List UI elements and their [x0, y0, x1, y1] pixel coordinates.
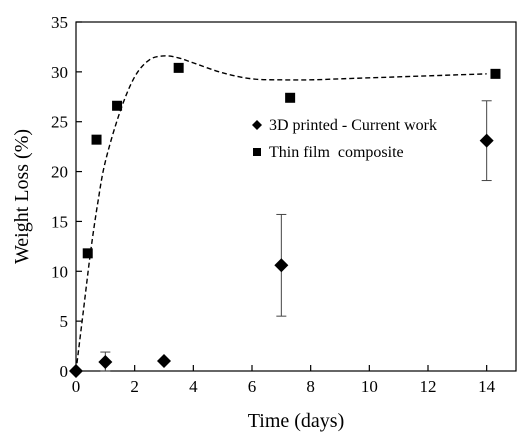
- square-point: [490, 68, 501, 79]
- legend-marker: [252, 120, 262, 130]
- x-tick-label: 14: [478, 377, 496, 396]
- axes: 0 5 10 15 20 25 30 35 0 2 4 6 8 10 12 14 Time (days) Weig…: [11, 13, 517, 432]
- y-tick-label: 35: [51, 13, 68, 32]
- marks-layer: [69, 62, 501, 378]
- trendline-layer: [75, 55, 487, 372]
- diamond-point: [69, 364, 83, 378]
- y-tick-label: 0: [60, 362, 69, 381]
- y-tick-label: 5: [60, 312, 69, 331]
- diamond-point: [274, 258, 289, 273]
- x-tick-label: 8: [306, 377, 315, 396]
- y-tick-label: 10: [51, 262, 68, 281]
- square-point: [285, 92, 296, 103]
- x-tick-label: 10: [361, 377, 378, 396]
- diamond-point: [98, 355, 113, 370]
- legend-label: Thin film composite: [269, 144, 404, 161]
- legend-marker: [253, 148, 261, 156]
- y-tick-label: 25: [51, 113, 68, 132]
- plot-frame: [75, 21, 517, 372]
- x-tick-label: 2: [130, 377, 139, 396]
- y-axis-title: Weight Loss (%): [11, 129, 33, 264]
- square-point: [173, 62, 184, 73]
- x-tick-label: 0: [72, 377, 81, 396]
- x-tick-label: 4: [189, 377, 198, 396]
- x-axis-title: Time (days): [248, 410, 344, 432]
- trendline: [75, 55, 487, 372]
- square-point: [82, 248, 93, 259]
- y-tick-label: 30: [51, 63, 68, 82]
- legend-label: 3D printed - Current work: [269, 117, 437, 134]
- diamond-point: [157, 354, 171, 369]
- x-tick-label: 12: [420, 377, 437, 396]
- square-point: [91, 134, 102, 145]
- diamond-point: [479, 133, 494, 148]
- x-tick-label: 6: [248, 377, 257, 396]
- legend: 3D printed - Current work Thin film compo…: [252, 117, 437, 161]
- square-point: [112, 100, 123, 111]
- y-tick-label: 20: [51, 163, 68, 182]
- y-tick-label: 15: [51, 212, 68, 231]
